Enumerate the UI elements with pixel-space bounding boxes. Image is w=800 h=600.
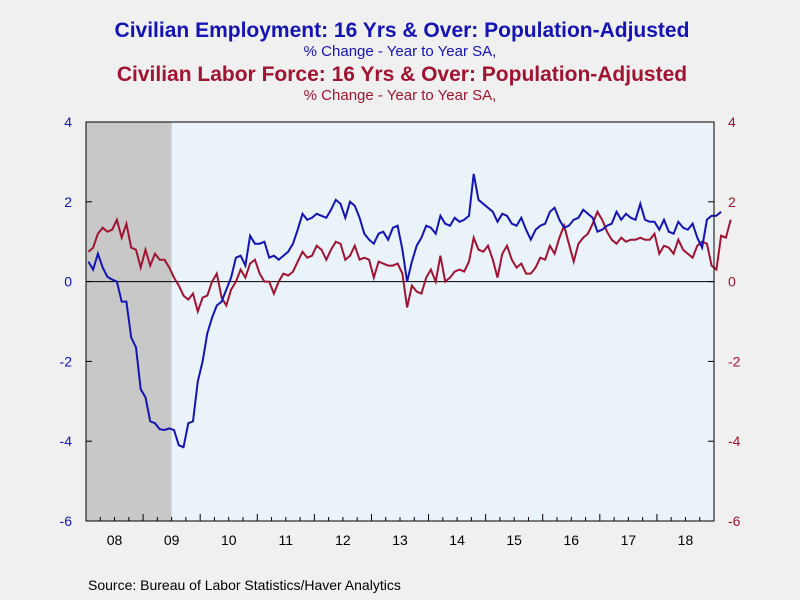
chart-title-employment: Civilian Employment: 16 Yrs & Over: Popu… bbox=[114, 19, 690, 42]
x-tick-label: 08 bbox=[107, 532, 123, 548]
source-note: Source: Bureau of Labor Statistics/Haver… bbox=[88, 577, 401, 593]
chart-subtitle-labor-force: % Change - Year to Year SA, bbox=[303, 87, 497, 104]
y-tick-label-right: -2 bbox=[728, 353, 741, 369]
series-line-labor-force bbox=[87, 209, 732, 315]
x-tick-label: 09 bbox=[164, 532, 180, 548]
x-tick-label: 10 bbox=[221, 532, 237, 548]
y-tick-label-right: -4 bbox=[728, 433, 741, 449]
series-line-employment bbox=[87, 173, 722, 449]
y-tick-label-left: -4 bbox=[60, 433, 73, 449]
x-tick-label: 13 bbox=[392, 532, 408, 548]
plot-frame bbox=[85, 121, 715, 522]
chart-subtitle-employment: % Change - Year to Year SA, bbox=[303, 43, 497, 60]
y-tick-label-right: 0 bbox=[728, 274, 736, 290]
x-tick-label: 15 bbox=[506, 532, 522, 548]
y-tick-label-left: 0 bbox=[64, 274, 72, 290]
y-tick-label-left: 2 bbox=[64, 194, 72, 210]
x-tick-label: 14 bbox=[449, 532, 465, 548]
y-tick-label-right: 4 bbox=[728, 114, 736, 130]
y-tick-label-left: 4 bbox=[64, 114, 72, 130]
x-tick-label: 11 bbox=[279, 532, 294, 548]
y-tick-label-left: -6 bbox=[60, 513, 73, 529]
y-tick-label-left: -2 bbox=[60, 353, 73, 369]
x-tick-label: 12 bbox=[335, 532, 351, 548]
plot-area bbox=[86, 122, 714, 521]
x-tick-label: 17 bbox=[621, 532, 637, 548]
x-tick-label: 16 bbox=[563, 532, 579, 548]
x-tick-label: 18 bbox=[678, 532, 694, 548]
y-tick-label-right: -6 bbox=[728, 513, 741, 529]
y-tick-label-right: 2 bbox=[728, 194, 736, 210]
chart-title-labor-force: Civilian Labor Force: 16 Yrs & Over: Pop… bbox=[116, 63, 688, 86]
